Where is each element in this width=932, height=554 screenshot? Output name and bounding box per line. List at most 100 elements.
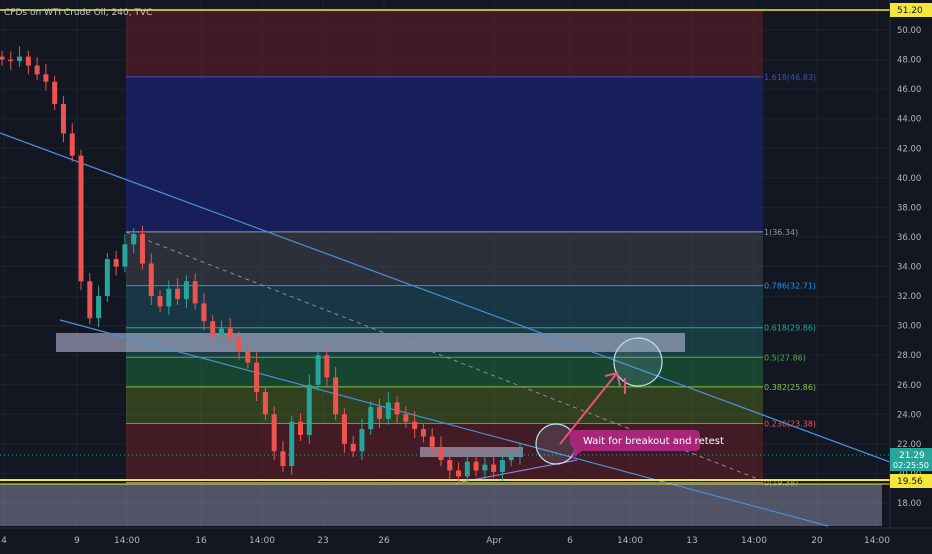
candle[interactable] (491, 454, 497, 478)
candle[interactable] (236, 331, 242, 360)
time-axis-ticks: 4 9 14:00 16 14:00 23 26 Apr 6 14:00 13 14:00 20 14:0… (1, 536, 890, 546)
price-axis-panel[interactable] (890, 0, 932, 528)
candle[interactable] (403, 406, 409, 428)
fib-retracement-zones[interactable] (126, 10, 763, 481)
candle[interactable] (271, 406, 277, 461)
annotation-callout[interactable]: Wait for breakout and retest (570, 430, 724, 460)
fib-label: 0.382(25.86) (764, 383, 816, 392)
candle[interactable] (87, 273, 93, 325)
candle[interactable] (17, 46, 23, 67)
price-tick-label: 36.00 (897, 233, 921, 243)
candle[interactable] (508, 447, 514, 467)
candle[interactable] (254, 352, 260, 402)
candle[interactable] (210, 315, 216, 341)
candle[interactable] (8, 51, 14, 70)
price-tick-label: 48.00 (897, 56, 921, 66)
candle[interactable] (122, 233, 128, 273)
price-tick-label: 46.00 (897, 85, 921, 95)
candlestick-series[interactable] (0, 46, 523, 486)
price-tick-label: 32.00 (897, 292, 921, 302)
candle[interactable] (113, 250, 119, 276)
candle[interactable] (25, 50, 31, 75)
small-resistance-box[interactable] (420, 447, 523, 457)
time-tick-label: Apr (486, 536, 502, 546)
candle[interactable] (104, 253, 110, 302)
candle[interactable] (473, 455, 479, 477)
svg-text:51.20: 51.20 (897, 6, 923, 16)
time-axis-panel[interactable] (0, 528, 932, 550)
candle[interactable] (0, 50, 5, 66)
candle[interactable] (377, 398, 383, 428)
candle[interactable] (482, 456, 488, 480)
retest-target-circle[interactable] (613, 337, 663, 387)
fib-level-lines: 1.618(46.83) 1(36.34) 0.786(32.71) 0.618(29… (126, 73, 816, 488)
candle[interactable] (139, 225, 145, 270)
candle[interactable] (341, 408, 347, 453)
candle[interactable] (429, 428, 435, 456)
candle[interactable] (201, 293, 207, 331)
price-tick-label: 24.00 (897, 410, 921, 420)
fib-label: 0.786(32.71) (764, 282, 816, 291)
fib-label: 0.5(27.86) (764, 353, 806, 362)
candle[interactable] (69, 123, 75, 162)
time-tick-label: 23 (317, 536, 328, 546)
candle[interactable] (43, 63, 49, 91)
candle[interactable] (227, 318, 233, 344)
candle[interactable] (464, 451, 470, 486)
candle[interactable] (324, 347, 330, 387)
candle[interactable] (447, 454, 453, 480)
candle[interactable] (438, 436, 444, 467)
candle[interactable] (306, 374, 312, 444)
long-downtrend-line[interactable] (0, 132, 891, 463)
time-tick-label: 20 (811, 536, 823, 546)
candle[interactable] (157, 290, 163, 313)
fib-label: 0.618(29.86) (764, 324, 816, 333)
fib-zone-green (126, 357, 763, 387)
candle[interactable] (34, 57, 40, 81)
candle[interactable] (359, 418, 365, 461)
candle[interactable] (148, 253, 154, 305)
time-tick-label: 14:00 (741, 536, 767, 546)
candle[interactable] (385, 392, 391, 425)
lower-downtrend-line[interactable] (59, 319, 829, 527)
candle[interactable] (289, 415, 295, 475)
resistance-zone-box[interactable] (56, 333, 685, 352)
candle[interactable] (420, 423, 426, 443)
candle[interactable] (52, 75, 58, 110)
fib-zone-gray (126, 232, 763, 285)
candle[interactable] (262, 386, 268, 421)
candle[interactable] (315, 349, 321, 391)
price-tick-label: 18.00 (897, 499, 921, 509)
candle[interactable] (333, 367, 339, 421)
price-tick-label: 50.00 (897, 26, 921, 36)
time-tick-label: 14:00 (249, 536, 275, 546)
candle[interactable] (499, 454, 505, 481)
candle[interactable] (456, 462, 462, 483)
price-tick-label: 38.00 (897, 203, 921, 213)
candle[interactable] (412, 411, 418, 438)
candle[interactable] (78, 149, 84, 291)
time-tick-label: 13 (686, 536, 697, 546)
candle[interactable] (280, 440, 286, 472)
candle[interactable] (218, 320, 224, 344)
candle[interactable] (175, 278, 181, 305)
candle[interactable] (96, 285, 102, 328)
candle[interactable] (350, 435, 356, 458)
upward-arrow[interactable] (559, 371, 626, 445)
candle[interactable] (298, 413, 304, 441)
candle[interactable] (183, 275, 189, 308)
candle[interactable] (517, 443, 523, 465)
candle[interactable] (166, 280, 172, 316)
support-zone-box[interactable] (0, 484, 882, 526)
candle[interactable] (131, 228, 137, 254)
candle[interactable] (245, 342, 251, 369)
candle[interactable] (368, 401, 374, 436)
fib-zone-top-red (126, 10, 763, 77)
candle[interactable] (60, 95, 66, 143)
candle[interactable] (192, 273, 198, 310)
fib-label: 0(19.38) (764, 479, 798, 488)
svg-text:21.29: 21.29 (899, 451, 925, 461)
candle[interactable] (394, 396, 400, 424)
